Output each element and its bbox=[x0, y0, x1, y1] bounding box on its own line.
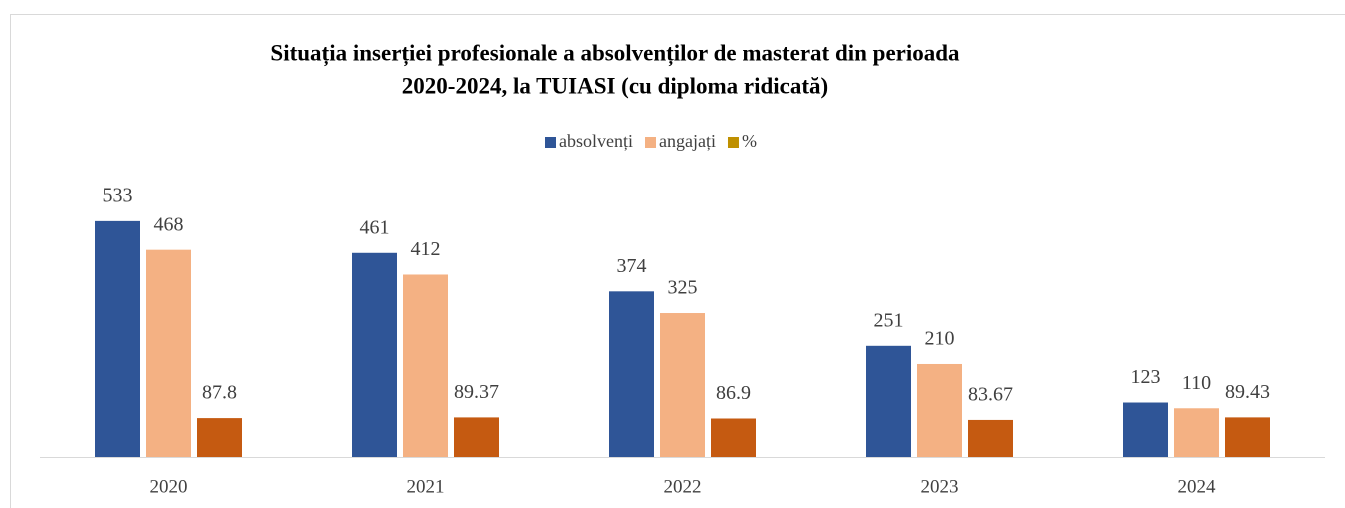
bar bbox=[609, 291, 654, 457]
data-label: 123 bbox=[1131, 366, 1161, 388]
chart-frame bbox=[10, 14, 1345, 508]
bar bbox=[1123, 402, 1168, 457]
data-label: 87.8 bbox=[202, 382, 237, 404]
legend-label: absolvenți bbox=[559, 131, 633, 151]
data-label: 412 bbox=[411, 238, 441, 260]
bar bbox=[95, 220, 140, 457]
bar bbox=[917, 363, 962, 457]
bar bbox=[1225, 417, 1270, 457]
bar bbox=[866, 345, 911, 457]
legend-swatch bbox=[645, 137, 656, 148]
bar bbox=[197, 418, 242, 457]
legend-label: angajați bbox=[659, 131, 716, 151]
bar bbox=[660, 313, 705, 457]
legend-swatch bbox=[545, 137, 556, 148]
data-label: 89.37 bbox=[454, 381, 499, 403]
bar bbox=[403, 274, 448, 457]
data-label: 374 bbox=[617, 255, 647, 277]
x-tick-label: 2022 bbox=[664, 476, 702, 497]
bar bbox=[1174, 408, 1219, 457]
x-tick-label: 2024 bbox=[1178, 476, 1217, 497]
legend-label: % bbox=[742, 131, 757, 151]
data-label: 468 bbox=[154, 213, 184, 235]
x-tick-label: 2021 bbox=[407, 476, 445, 497]
data-label: 89.43 bbox=[1225, 381, 1270, 403]
chart-title: 2020-2024, la TUIASI (cu diploma ridicat… bbox=[402, 73, 828, 98]
x-tick-label: 2020 bbox=[150, 476, 188, 497]
data-label: 110 bbox=[1182, 372, 1211, 394]
x-tick-label: 2023 bbox=[921, 476, 959, 497]
bar bbox=[711, 418, 756, 457]
legend-swatch bbox=[727, 137, 739, 148]
chart-title: Situația inserției profesionale a absolv… bbox=[270, 40, 960, 66]
data-label: 325 bbox=[668, 277, 698, 299]
data-label: 86.9 bbox=[716, 382, 751, 404]
bar bbox=[352, 252, 397, 457]
data-label: 83.67 bbox=[968, 384, 1013, 406]
bar bbox=[146, 249, 191, 457]
bar bbox=[454, 417, 499, 457]
data-label: 461 bbox=[360, 216, 390, 238]
data-label: 210 bbox=[925, 328, 955, 350]
data-label: 251 bbox=[874, 309, 904, 331]
bar bbox=[968, 419, 1013, 457]
data-label: 533 bbox=[103, 184, 133, 206]
